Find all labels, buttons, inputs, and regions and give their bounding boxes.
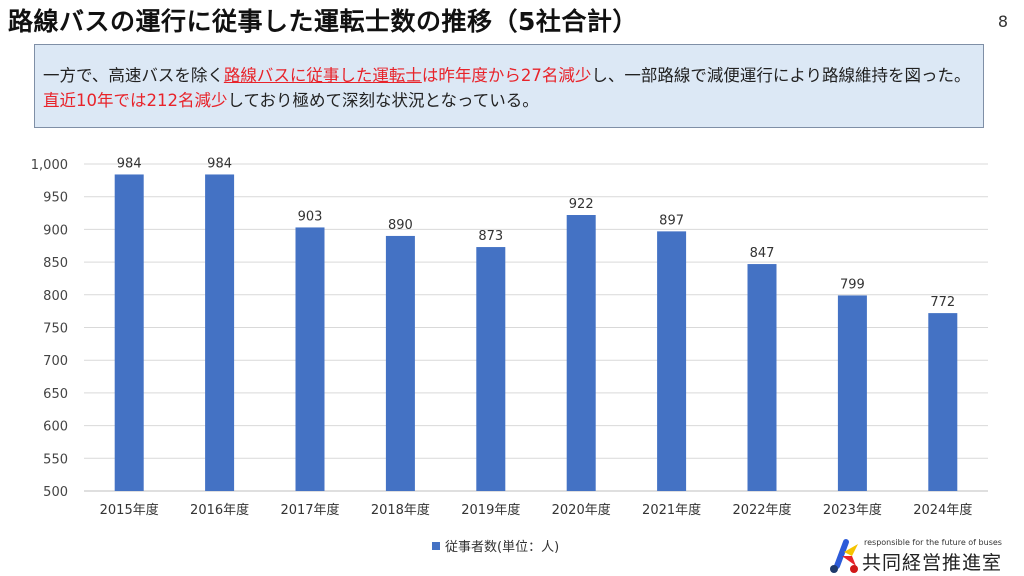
y-tick-label: 650 (43, 387, 68, 402)
y-tick-label: 500 (43, 485, 68, 500)
data-label: 922 (569, 197, 594, 212)
y-tick-label: 950 (43, 191, 68, 206)
x-tick-label: 2024年度 (913, 502, 972, 518)
note-highlight: 路線バスに従事した運転士 (223, 66, 422, 85)
note-highlight: は昨年度から27名減少 (421, 66, 592, 85)
bar (747, 264, 777, 491)
data-label: 984 (117, 156, 142, 171)
note-highlight: 直近10年では212名減少 (43, 91, 228, 110)
data-label: 799 (840, 277, 865, 292)
x-tick-label: 2020年度 (552, 502, 611, 518)
x-tick-label: 2022年度 (732, 502, 791, 518)
logo-name: 共同経営推進室 (862, 552, 1003, 574)
bar (928, 313, 958, 491)
bar (566, 215, 596, 491)
data-label: 897 (659, 213, 684, 228)
page-title: 路線バスの運行に従事した運転士数の推移（5社合計） (8, 7, 638, 36)
summary-note: 一方で、高速バスを除く路線バスに従事した運転士は昨年度から27名減少し、一部路線… (34, 44, 984, 128)
y-tick-label: 900 (43, 223, 68, 238)
data-label: 873 (478, 229, 503, 244)
y-tick-label: 700 (43, 354, 68, 369)
y-tick-label: 750 (43, 322, 68, 337)
y-tick-label: 600 (43, 420, 68, 435)
data-label: 984 (207, 156, 232, 171)
x-tick-label: 2019年度 (461, 502, 520, 518)
legend-swatch (432, 541, 440, 550)
bar (114, 174, 144, 492)
bar (295, 227, 325, 492)
y-tick-label: 800 (43, 289, 68, 304)
x-tick-label: 2023年度 (823, 502, 882, 518)
organization-logo: responsible for the future of buses 共同経営… (828, 538, 1018, 574)
legend-label: 従事者数(単位：人) (445, 540, 560, 555)
logo-tagline: responsible for the future of buses (864, 538, 1002, 547)
note-text: し、一部路線で減便運行により路線維持を図った。 (591, 66, 971, 85)
y-tick-label: 850 (43, 256, 68, 271)
y-tick-label: 1,000 (31, 158, 68, 173)
bar (476, 247, 506, 491)
bar (205, 174, 235, 492)
data-label: 903 (298, 209, 323, 224)
data-label: 772 (930, 295, 955, 310)
page-number: 8 (997, 12, 1008, 31)
x-tick-label: 2015年度 (100, 502, 159, 518)
chart-legend: 従事者数(単位：人) (432, 536, 559, 555)
note-text: しており極めて深刻な状況となっている。 (227, 91, 539, 110)
logo-mark-icon (830, 539, 858, 573)
x-tick-label: 2016年度 (190, 502, 249, 518)
bar (837, 295, 867, 491)
bar (385, 235, 415, 491)
bar (657, 231, 687, 491)
x-tick-label: 2018年度 (371, 502, 430, 518)
data-label: 847 (750, 246, 775, 261)
x-tick-label: 2021年度 (642, 502, 701, 518)
note-text: 一方で、高速バスを除く (43, 66, 224, 85)
x-tick-label: 2017年度 (280, 502, 339, 518)
data-label: 890 (388, 218, 413, 233)
y-tick-label: 550 (43, 452, 68, 467)
